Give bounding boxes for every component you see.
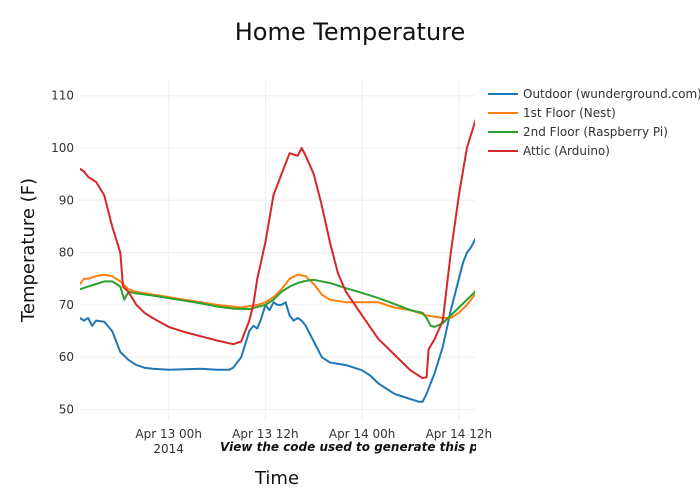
x-tick-label: Apr 13 00h	[135, 427, 202, 441]
y-axis-title: Temperature (F)	[18, 178, 39, 323]
series-line-2	[80, 273, 475, 319]
y-tick-label: 90	[59, 193, 74, 207]
y-tick-label: 70	[59, 298, 74, 312]
legend-label: Attic (Arduino)	[523, 144, 610, 158]
x-tick-label: Apr 14 12h	[426, 427, 493, 441]
code-annotation-clip: View the code used to generate this plot	[220, 440, 497, 454]
legend-item[interactable]: 2nd Floor (Raspberry Pi)	[488, 125, 668, 139]
series-line-4	[80, 118, 475, 380]
x-tick-sublabel: 2014	[153, 442, 184, 456]
legend-label: Outdoor (wunderground.com)	[523, 87, 700, 101]
legend[interactable]: Outdoor (wunderground.com) 1st Floor (Nes…	[488, 87, 700, 158]
y-axis-ticks: 50 60 70 80 90 100 110	[51, 89, 74, 417]
grid-lines	[80, 80, 475, 420]
x-axis-title: Time	[254, 468, 299, 489]
y-tick-label: 80	[59, 246, 74, 260]
legend-item[interactable]: Outdoor (wunderground.com)	[488, 87, 700, 101]
y-tick-label: 50	[59, 403, 74, 417]
legend-item[interactable]: 1st Floor (Nest)	[488, 106, 616, 120]
code-link-annotation[interactable]: View the code used to generate this plot	[220, 440, 497, 454]
series-line-3	[80, 278, 475, 328]
y-tick-label: 110	[51, 89, 74, 103]
legend-label: 1st Floor (Nest)	[523, 106, 616, 120]
y-tick-label: 60	[59, 350, 74, 364]
series-lines	[80, 118, 475, 403]
legend-label: 2nd Floor (Raspberry Pi)	[523, 125, 668, 139]
x-tick-label: Apr 14 00h	[329, 427, 396, 441]
x-tick-label: Apr 13 12h	[232, 427, 299, 441]
legend-item[interactable]: Attic (Arduino)	[488, 144, 610, 158]
y-tick-label: 100	[51, 141, 74, 155]
series-line-1	[80, 238, 475, 403]
chart-title: Home Temperature	[235, 18, 466, 46]
